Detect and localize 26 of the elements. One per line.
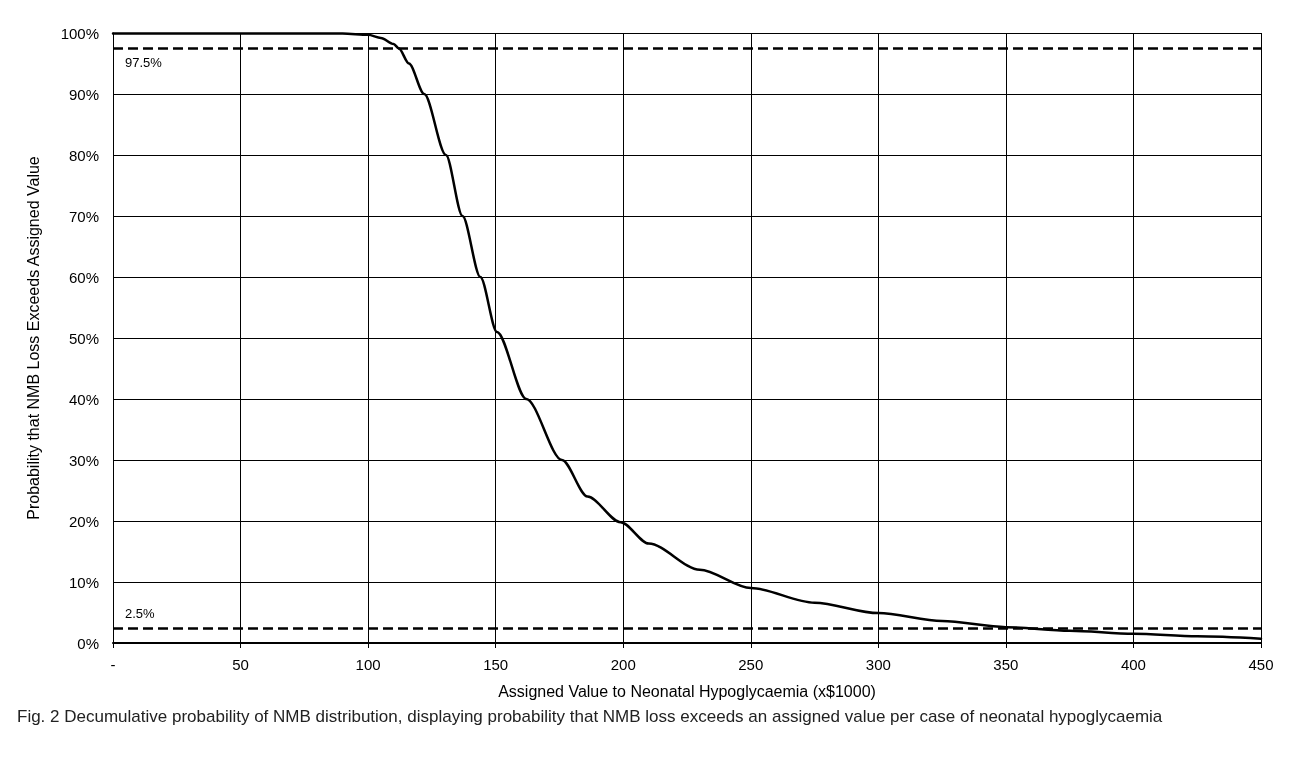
y-tick-label: 30% xyxy=(68,451,99,469)
x-tick-label: 400 xyxy=(1120,656,1146,673)
x-tick-label: 100 xyxy=(355,656,381,673)
x-tick-label: 450 xyxy=(1248,656,1274,673)
text: Fig. 2 Decumulative probability of NMB distribution, displaying probability that NMB loss exceeds an assigned value per case of neonatal hypoglycaemia xyxy=(17,707,1163,726)
x-tick-label: 300 xyxy=(865,656,891,673)
ref-line-label: 2.5% xyxy=(125,605,156,621)
x-tick-label: 250 xyxy=(738,656,764,673)
y-tick-label: 10% xyxy=(68,573,99,591)
y-tick-label: 70% xyxy=(68,207,99,225)
x-tick-label: 350 xyxy=(993,656,1019,673)
y-tick-label: 50% xyxy=(68,329,99,347)
y-tick-label: 60% xyxy=(68,268,99,286)
y-axis-title: Probability that NMB Loss Exceeds Assigned Value xyxy=(24,156,42,520)
x-tick-label: 50 xyxy=(232,656,249,673)
x-tick-label: 150 xyxy=(483,656,509,673)
ref-line-label: 97.5% xyxy=(125,55,163,71)
x-tick-label: 200 xyxy=(610,656,636,673)
y-tick-label: 80% xyxy=(68,146,99,164)
y-tick-label: 20% xyxy=(68,512,99,530)
y-tick-label: 90% xyxy=(68,85,99,103)
y-tick-label: 100% xyxy=(60,24,99,42)
x-axis-title: Assigned Value to Neonatal Hypoglycaemia (x$1000) xyxy=(498,682,876,700)
y-tick-label: 0% xyxy=(77,634,99,652)
y-tick-label: 40% xyxy=(68,390,99,408)
x-tick-label: - xyxy=(110,656,116,673)
